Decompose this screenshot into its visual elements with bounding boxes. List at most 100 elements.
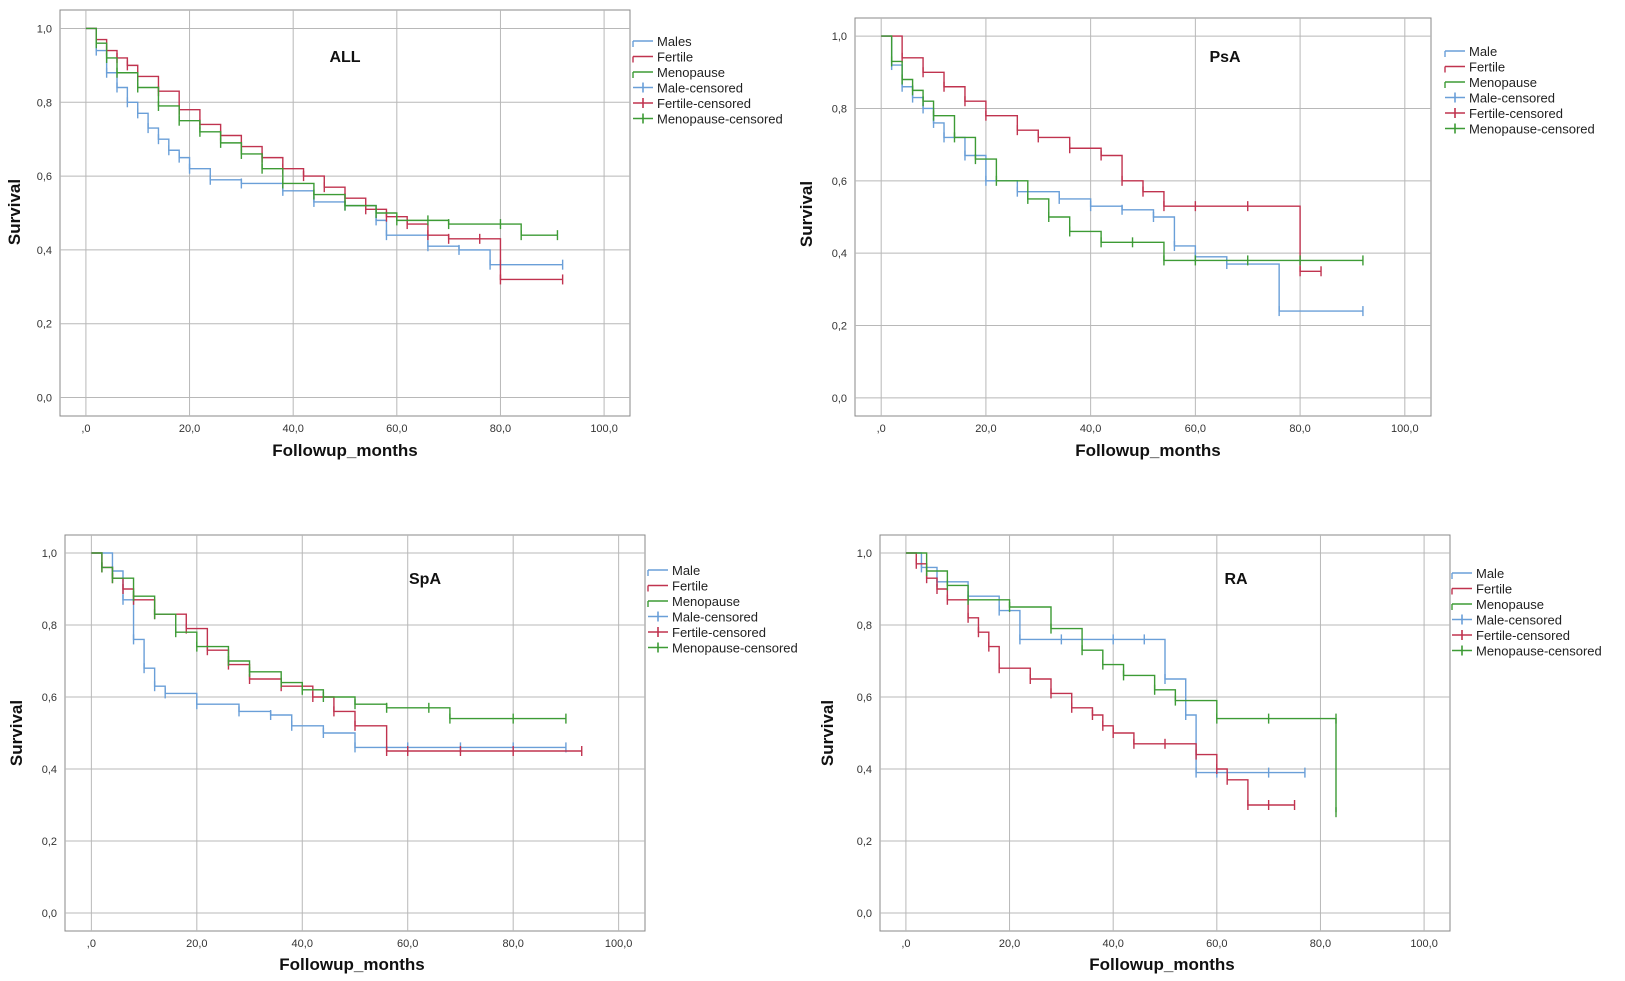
legend-label: Menopause-censored: [1476, 644, 1602, 659]
legend-label: Fertile-censored: [672, 625, 766, 640]
y-tick-label: 0,6: [857, 692, 872, 704]
legend-item: Male: [1444, 44, 1497, 59]
legend-label: Male-censored: [1476, 613, 1562, 628]
y-axis-label: Survival: [797, 181, 816, 247]
legend-item: Menopause-censored: [1452, 644, 1602, 659]
y-tick-label: 0,6: [42, 692, 57, 704]
legend-label: Fertile-censored: [657, 96, 751, 111]
legend-label: Male-censored: [1469, 91, 1555, 106]
y-tick-label: 0,0: [42, 908, 57, 920]
chart-panel-ra: 0,0 0,2 0,4 0,6 0,8 1,0 ,0 20,0 40,0 60,0 80,0 100,…: [818, 534, 1602, 974]
survival-curve-fertile: [91, 552, 582, 752]
x-axis-label: Followup_months: [1075, 441, 1220, 460]
y-tick-label: 0,0: [857, 908, 872, 920]
legend-item: Male-censored: [1452, 613, 1562, 628]
legend-label: Male-censored: [672, 610, 758, 625]
y-tick-label: 0,0: [832, 393, 847, 405]
y-tick-label: 1,0: [857, 548, 872, 560]
chart-panel-all: 0,0 0,2 0,4 0,6 0,8 1,0 ,0 20,0 40,0 60,0 80,0 100,…: [5, 9, 783, 460]
x-tick-label: ,0: [87, 938, 96, 950]
y-axis-label: Survival: [818, 700, 837, 766]
legend-label: Males: [657, 34, 692, 49]
legend-label: Fertile-censored: [1469, 106, 1563, 121]
y-tick-label: 0,8: [42, 620, 57, 632]
legend-item: Fertile: [647, 579, 708, 594]
x-tick-label: 40,0: [1102, 938, 1123, 950]
survival-curve-menopause: [85, 27, 558, 236]
x-tick-label: 20,0: [186, 938, 207, 950]
x-axis-label: Followup_months: [272, 441, 417, 460]
chart-title: PsA: [1209, 49, 1241, 66]
chart-title: RA: [1224, 571, 1248, 588]
legend-label: Male: [1469, 44, 1497, 59]
x-tick-label: 80,0: [1310, 938, 1331, 950]
legend-label: Fertile: [657, 50, 693, 65]
legend-label: Menopause-censored: [672, 641, 798, 656]
legend-item: Menopause: [647, 594, 740, 609]
legend-item: Menopause: [632, 65, 725, 80]
y-tick-label: 1,0: [42, 548, 57, 560]
legend-item: Fertile-censored: [1445, 106, 1563, 121]
x-tick-label: 60,0: [397, 938, 418, 950]
x-tick-label: 20,0: [999, 938, 1020, 950]
legend-item: Male: [1451, 566, 1504, 581]
y-tick-label: 1,0: [832, 31, 847, 43]
legend-label: Menopause: [672, 594, 740, 609]
legend-label: Fertile: [672, 579, 708, 594]
survival-curve-menopause: [905, 552, 1337, 813]
x-tick-label: ,0: [81, 423, 90, 435]
legend-item: Menopause-censored: [648, 641, 798, 656]
legend-item: Fertile-censored: [633, 96, 751, 111]
x-tick-label: 60,0: [1185, 423, 1206, 435]
y-tick-label: 0,4: [37, 245, 52, 257]
x-tick-label: 40,0: [1080, 423, 1101, 435]
survival-curve-menopause: [881, 35, 1363, 262]
y-tick-label: 0,8: [832, 103, 847, 115]
legend-item: Fertile-censored: [1452, 628, 1570, 643]
x-tick-label: 100,0: [590, 423, 618, 435]
x-tick-label: 20,0: [975, 423, 996, 435]
legend-item: Male-censored: [633, 81, 743, 96]
y-tick-label: 0,2: [42, 836, 57, 848]
legend-label: Menopause-censored: [657, 112, 783, 127]
legend-item: Male: [647, 563, 700, 578]
x-tick-label: 100,0: [1391, 423, 1419, 435]
y-tick-label: 0,0: [37, 393, 52, 405]
x-tick-label: 60,0: [386, 423, 407, 435]
legend-item: Menopause: [1451, 597, 1544, 612]
legend-label: Male: [1476, 566, 1504, 581]
plot-frame: [879, 534, 1451, 932]
legend-item: Males: [632, 34, 692, 49]
legend-label: Menopause: [1476, 597, 1544, 612]
y-tick-label: 0,8: [37, 97, 52, 109]
survival-curve-fertile: [85, 27, 563, 281]
survival-curve-fertile: [881, 35, 1322, 272]
y-tick-label: 0,6: [832, 176, 847, 188]
legend-item: Menopause-censored: [633, 112, 783, 127]
legend-item: Fertile: [632, 50, 693, 65]
plot-frame: [854, 17, 1432, 417]
chart-panel-psa: 0,0 0,2 0,4 0,6 0,8 1,0 ,0 20,0 40,0 60,0 80,0 100,…: [797, 17, 1595, 460]
legend-label: Menopause-censored: [1469, 122, 1595, 137]
x-tick-label: 20,0: [179, 423, 200, 435]
legend-item: Male-censored: [1445, 91, 1555, 106]
legend-label: Fertile-censored: [1476, 628, 1570, 643]
y-tick-label: 0,4: [42, 764, 57, 776]
chart-title: SpA: [409, 571, 441, 588]
x-tick-label: 60,0: [1206, 938, 1227, 950]
x-tick-label: 100,0: [1410, 938, 1438, 950]
survival-curve-menopause: [91, 552, 566, 720]
x-axis-label: Followup_months: [1089, 955, 1234, 974]
legend-label: Menopause: [1469, 75, 1537, 90]
x-tick-label: 40,0: [282, 423, 303, 435]
y-axis-label: Survival: [5, 179, 24, 245]
y-tick-label: 1,0: [37, 23, 52, 35]
y-tick-label: 0,2: [37, 319, 52, 331]
plot-frame: [59, 9, 631, 417]
x-tick-label: ,0: [901, 938, 910, 950]
legend-item: Menopause-censored: [1445, 122, 1595, 137]
legend-label: Fertile: [1476, 582, 1512, 597]
legend-item: Male-censored: [648, 610, 758, 625]
x-tick-label: ,0: [877, 423, 886, 435]
